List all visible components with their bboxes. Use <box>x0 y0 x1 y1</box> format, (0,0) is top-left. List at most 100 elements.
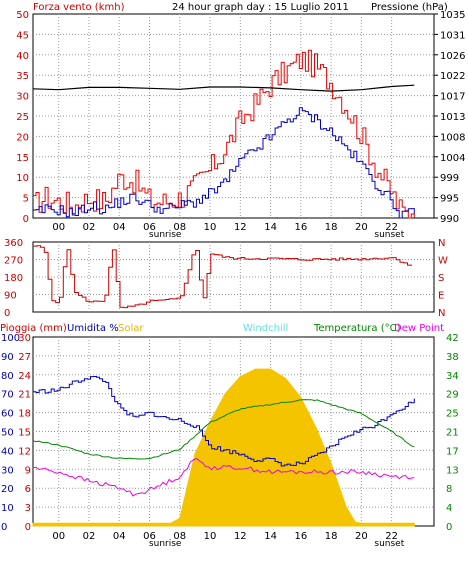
compass-tick: E <box>438 291 444 302</box>
compass-tick: S <box>438 273 444 284</box>
wind-y-tick: 20 <box>16 132 29 143</box>
humidity-y-tick: 90 <box>1 352 14 363</box>
pressure-y-tick: 999 <box>440 173 459 184</box>
rain-y-tick: 15 <box>18 428 31 439</box>
sunset-marker-top: sunset <box>374 230 404 240</box>
humidity-y-tick: 30 <box>1 465 14 476</box>
pressure-y-tick: 1026 <box>440 51 465 62</box>
x-tick-bottom: 02 <box>83 531 96 542</box>
compass-tick: N <box>438 238 445 249</box>
pressure-line <box>32 84 415 92</box>
x-tick-top: 08 <box>173 222 186 233</box>
x-tick-bottom: 18 <box>325 531 338 542</box>
humidity-y-tick: 50 <box>1 428 14 439</box>
temperature-y-tick: 0 <box>446 522 452 533</box>
x-tick-top: 02 <box>83 222 96 233</box>
direction-y-tick: 90 <box>4 291 17 302</box>
rain-y-tick: 21 <box>18 390 31 401</box>
rain-y-tick: 24 <box>18 371 31 382</box>
x-tick-top: 18 <box>325 222 338 233</box>
humidity-label: Umidita % <box>67 323 119 334</box>
solar-radiation-area <box>32 368 415 527</box>
humidity-line <box>33 376 415 467</box>
wind-y-tick: 0 <box>23 214 29 225</box>
wind-y-tick: 40 <box>16 51 29 62</box>
pressure-y-tick: 1031 <box>440 30 465 41</box>
direction-y-tick: 0 <box>4 308 10 319</box>
humidity-y-tick: 100 <box>1 333 20 344</box>
pressure-axis-title: Pressione (hPa) <box>371 2 448 13</box>
x-tick-bottom: 06 <box>143 531 156 542</box>
x-tick-top: 00 <box>52 222 65 233</box>
rain-y-tick: 0 <box>25 522 31 533</box>
wind-axis-title: Forza vento (kmh) <box>33 2 125 13</box>
wind-speed-line <box>33 49 415 219</box>
x-tick-top: 04 <box>113 222 126 233</box>
sunrise-marker-bottom: sunrise <box>149 539 182 549</box>
temperature-y-tick: 34 <box>446 371 459 382</box>
temperature-label: Temperatura (°C) <box>313 323 401 334</box>
direction-y-tick: 270 <box>4 256 23 267</box>
wind-y-tick: 30 <box>16 92 29 103</box>
temperature-y-tick: 29 <box>446 390 459 401</box>
temperature-line <box>32 399 415 460</box>
direction-y-tick: 360 <box>4 238 23 249</box>
x-tick-top: 06 <box>143 222 156 233</box>
sunrise-marker-top: sunrise <box>149 230 182 240</box>
humidity-y-tick: 60 <box>1 409 14 420</box>
compass-tick: W <box>438 256 448 267</box>
x-tick-bottom: 00 <box>52 531 65 542</box>
pressure-y-tick: 990 <box>440 214 459 225</box>
x-tick-bottom: 12 <box>234 531 247 542</box>
temperature-y-tick: 25 <box>446 409 459 420</box>
temperature-y-tick: 8 <box>446 484 452 495</box>
x-tick-bottom: 16 <box>294 531 307 542</box>
direction-y-tick: 180 <box>4 273 23 284</box>
humidity-y-tick: 20 <box>1 484 14 495</box>
wind-y-tick: 35 <box>16 71 29 82</box>
pressure-y-tick: 1013 <box>440 112 465 123</box>
humidity-y-tick: 70 <box>1 390 14 401</box>
rain-label: Pioggia (mm) <box>0 323 67 334</box>
chart-title: 24 hour graph day : 15 Luglio 2011 <box>172 2 349 13</box>
wind-y-tick: 5 <box>23 194 29 205</box>
x-tick-bottom: 14 <box>264 531 277 542</box>
x-tick-bottom: 20 <box>355 531 368 542</box>
rain-y-tick: 9 <box>25 465 31 476</box>
rain-y-tick: 3 <box>25 503 31 514</box>
windchill-label: Windchill <box>243 323 288 334</box>
temperature-y-tick: 42 <box>446 333 459 344</box>
humidity-y-tick: 10 <box>1 503 14 514</box>
temperature-y-tick: 13 <box>446 465 459 476</box>
x-tick-top: 10 <box>204 222 217 233</box>
humidity-y-tick: 40 <box>1 446 14 457</box>
compass-tick: N <box>438 308 445 319</box>
pressure-y-tick: 1022 <box>440 71 465 82</box>
x-tick-top: 20 <box>355 222 368 233</box>
wind-direction-line <box>33 245 412 309</box>
temperature-y-tick: 21 <box>446 428 459 439</box>
x-tick-bottom: 10 <box>204 531 217 542</box>
dewpoint-label: Dew Point <box>394 323 444 334</box>
x-tick-bottom: 04 <box>113 531 126 542</box>
pressure-y-tick: 995 <box>440 194 459 205</box>
wind-y-tick: 45 <box>16 30 29 41</box>
pressure-y-tick: 1008 <box>440 132 465 143</box>
sunset-marker-bottom: sunset <box>374 539 404 549</box>
pressure-y-tick: 1004 <box>440 153 465 164</box>
rain-y-tick: 18 <box>18 409 31 420</box>
humidity-y-tick: 0 <box>1 522 7 533</box>
x-tick-top: 12 <box>234 222 247 233</box>
wind-y-tick: 15 <box>16 153 29 164</box>
humidity-y-tick: 80 <box>1 371 14 382</box>
temperature-y-tick: 4 <box>446 503 452 514</box>
wind-average-line <box>33 107 415 219</box>
wind-y-tick: 10 <box>16 173 29 184</box>
x-tick-bottom: 22 <box>385 531 398 542</box>
rain-y-tick: 30 <box>18 333 31 344</box>
rain-y-tick: 12 <box>18 446 31 457</box>
temperature-y-tick: 38 <box>446 352 459 363</box>
solar-label: Solar <box>118 323 144 334</box>
